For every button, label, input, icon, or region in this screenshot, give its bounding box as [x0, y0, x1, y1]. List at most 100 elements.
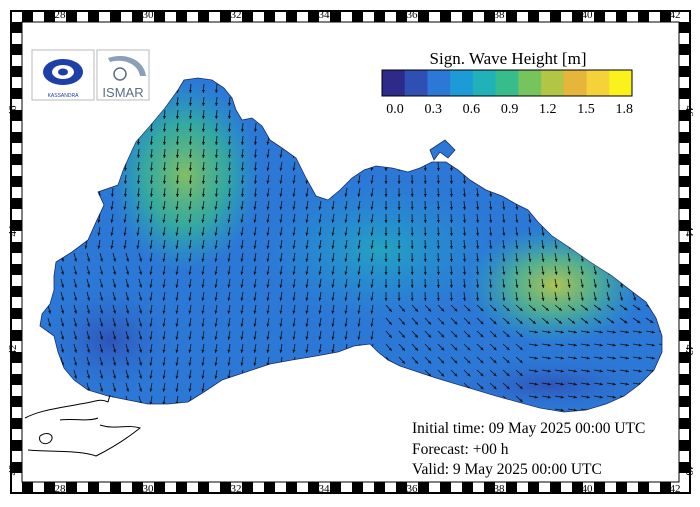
wave-arrow-head: [87, 284, 90, 288]
wave-arrow-head: [502, 232, 506, 236]
wave-arrow-head: [189, 102, 192, 106]
wave-arrow-head: [176, 128, 179, 132]
wave-arrow-head: [428, 308, 432, 312]
wave-arrow-head: [625, 369, 629, 373]
kassandra-logo: KASSANDRA: [31, 49, 95, 101]
wave-arrow-head: [397, 285, 401, 288]
wave-arrow-head: [176, 154, 179, 158]
wave-arrow-head: [188, 310, 192, 314]
wave-arrow-head: [318, 271, 322, 275]
lat-label: 46: [683, 106, 695, 118]
wave-arrow-head: [638, 369, 642, 373]
wave-arrow-head: [162, 362, 166, 366]
wave-arrow-head: [428, 373, 432, 377]
wave-arrow-head: [463, 232, 466, 236]
wave-arrow-head: [149, 310, 153, 314]
wave-arrow-head: [305, 336, 309, 340]
frame-tick: [11, 88, 22, 99]
wave-arrow-head: [201, 388, 205, 392]
wave-arrow-head: [573, 395, 577, 399]
wave-arrow-head: [554, 245, 558, 249]
wave-arrow-head: [519, 372, 523, 376]
wave-arrow-head: [573, 382, 577, 386]
wave-arrow-head: [541, 245, 545, 249]
wave-arrow-head: [534, 382, 538, 386]
wave-arrow-head: [599, 343, 603, 347]
wave-arrow-head: [97, 219, 101, 223]
wave-arrow-head: [305, 258, 309, 262]
wave-arrow-head: [214, 323, 218, 327]
wave-arrow-head: [449, 271, 453, 275]
wave-arrow-head: [449, 193, 453, 197]
wave-arrow-head: [344, 323, 348, 327]
wave-arrow-head: [625, 343, 629, 347]
frame-tick: [242, 11, 253, 22]
frame-tick: [679, 110, 690, 121]
lon-label: 32: [231, 9, 242, 21]
wave-arrow-head: [149, 219, 153, 223]
wave-arrow-head: [331, 219, 335, 223]
wave-arrow-head: [292, 297, 296, 301]
frame-tick: [396, 11, 407, 22]
wave-arrow-head: [547, 382, 551, 386]
wave-arrow-head: [149, 245, 153, 249]
wave-arrow-head: [175, 362, 179, 366]
wave-arrow-head: [100, 362, 103, 366]
wave-arrow-head: [651, 356, 655, 360]
wave-arrow-head: [292, 245, 296, 249]
lon-label: 38: [494, 9, 506, 21]
wave-arrow-head: [201, 375, 205, 379]
wave-arrow-head: [558, 320, 562, 324]
wave-arrow-head: [397, 194, 401, 197]
wave-arrow-head: [357, 336, 361, 340]
wave-arrow-head: [189, 193, 192, 197]
wave-arrow-head: [318, 310, 322, 314]
wave-arrow-head: [279, 310, 283, 314]
wave-arrow-head: [344, 336, 348, 340]
wave-arrow-head: [476, 258, 480, 262]
wave-arrow-head: [279, 180, 283, 184]
wave-arrow-head: [384, 168, 388, 171]
wave-arrow-head: [344, 310, 348, 314]
wave-arrow-head: [111, 193, 114, 197]
wave-arrow-head: [547, 343, 551, 347]
lon-label: 28: [55, 9, 67, 21]
frame-tick: [679, 374, 690, 385]
wave-arrow-head: [201, 219, 205, 223]
wave-arrow-head: [305, 232, 309, 236]
wave-arrow-head: [139, 336, 142, 340]
wave-arrow-head: [607, 297, 610, 301]
lon-label: 28: [55, 483, 67, 495]
frame-tick: [308, 11, 319, 22]
wave-arrow-head: [476, 206, 480, 210]
wave-arrow-head: [149, 323, 153, 327]
wave-arrow-head: [515, 206, 519, 210]
wave-arrow-head: [586, 395, 590, 399]
frame-tick: [679, 88, 690, 99]
lat-label: 44: [683, 226, 695, 238]
wave-arrow-head: [61, 323, 64, 327]
wave-arrow-head: [528, 232, 532, 236]
legend-swatch: [450, 70, 474, 96]
wave-arrow-head: [441, 347, 445, 351]
wave-arrow-head: [370, 258, 374, 262]
wave-arrow-head: [266, 219, 270, 223]
wave-arrow-head: [176, 102, 179, 106]
wave-arrow-head: [266, 193, 270, 197]
wave-arrow-head: [126, 388, 129, 392]
wave-arrow-head: [228, 128, 231, 132]
wave-arrow-head: [502, 258, 506, 262]
wave-arrow-head: [188, 362, 192, 366]
svg-text:KASSANDRA: KASSANDRA: [48, 93, 80, 99]
wave-arrow-head: [227, 362, 231, 366]
wave-arrow-head: [48, 310, 51, 314]
wave-arrow-head: [214, 336, 218, 340]
frame-tick: [132, 482, 143, 493]
wave-arrow-head: [266, 336, 270, 340]
wave-arrow-head: [139, 258, 142, 262]
wave-arrow-head: [624, 320, 628, 324]
wave-arrow-head: [344, 284, 348, 288]
wave-arrow-head: [388, 347, 392, 351]
wave-arrow-head: [624, 307, 628, 311]
wave-arrow-head: [318, 232, 322, 236]
